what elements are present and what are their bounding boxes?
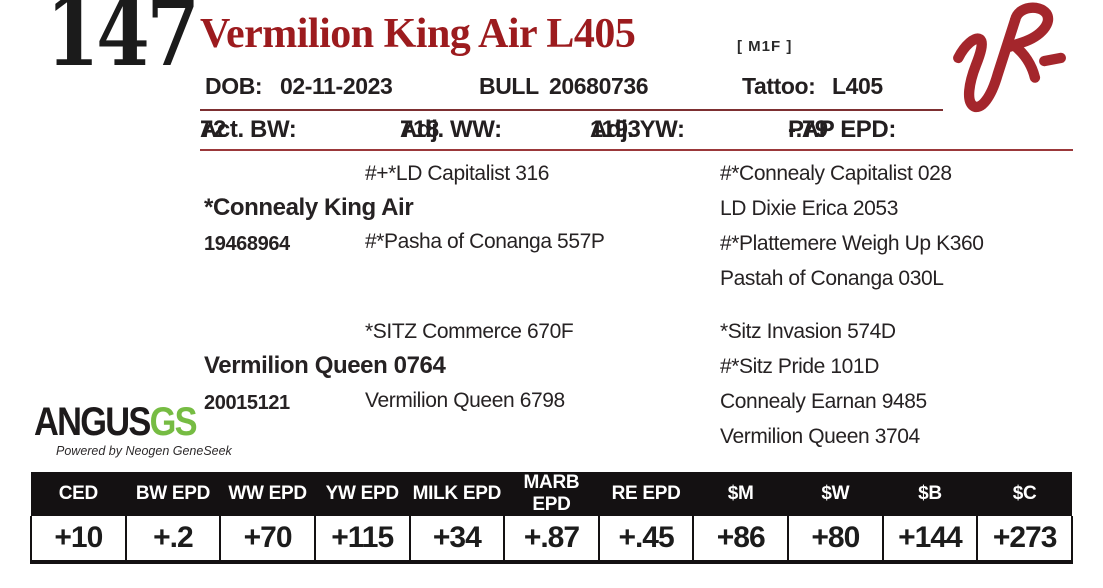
pedigree-ancestor: #*Plattemere Weigh Up K360 [720, 232, 984, 255]
epd-column-header: MARB EPD [504, 472, 599, 516]
epd-column-header: $B [882, 472, 978, 516]
pedigree-ancestor: Pastah of Conanga 030L [720, 267, 944, 290]
epd-value-cell: +.45 [597, 516, 695, 564]
tattoo-value: L405 [832, 73, 883, 99]
epd-table: CED BW EPD WW EPD YW EPD MILK EPD MARB EPD RE … [30, 472, 1073, 564]
epd-column-header: $C [977, 472, 1072, 516]
epd-header-row: CED BW EPD WW EPD YW EPD MILK EPD MARB EPD RE … [31, 472, 1072, 516]
epd-value-row: +10 +.2 +70 +115 +34 +.87 +.45 +86 +80 +144 +273 [30, 516, 1073, 564]
epd-column-header: RE EPD [598, 472, 694, 516]
dam-granddam: Vermilion Queen 6798 [365, 389, 565, 412]
sire-grandsire: #+*LD Capitalist 316 [365, 162, 550, 185]
pedigree-ancestor: *Sitz Invasion 574D [720, 320, 896, 343]
epd-value-cell: +70 [219, 516, 316, 564]
epd-value-cell: +34 [408, 516, 506, 564]
epd-column-header: WW EPD [220, 472, 315, 516]
epd-value-cell: +80 [787, 516, 884, 564]
epd-value-cell: +144 [881, 516, 979, 564]
gs-logo-text: GS [149, 400, 198, 444]
pedigree-ancestor: #*Connealy Capitalist 028 [720, 162, 952, 185]
genetic-codes: [ M1F ] [737, 38, 793, 55]
dam-name: Vermilion Queen 0764 [204, 352, 446, 379]
dob-value: 02-11-2023 [280, 73, 393, 99]
sire-name: *Connealy King Air [204, 194, 414, 221]
pedigree-ancestor: #*Sitz Pride 101D [720, 355, 879, 378]
stats-divider-rule [200, 149, 1073, 151]
epd-value-cell: +115 [313, 516, 411, 564]
lot-number: 147 [46, 0, 200, 88]
epd-value-cell: +86 [692, 516, 789, 564]
pedigree-ancestor: Vermilion Queen 3704 [720, 425, 920, 448]
dob-label: DOB: [205, 73, 263, 99]
epd-column-header: $M [693, 472, 788, 516]
epd-value-cell: +.87 [503, 516, 600, 564]
epd-value-cell: +.2 [124, 516, 222, 564]
animal-title: Vermilion King Air L405 [200, 11, 636, 57]
angus-logo-text: ANGUS [34, 400, 151, 444]
epd-value-cell: +273 [976, 516, 1073, 564]
sire-granddam: #*Pasha of Conanga 557P [365, 230, 605, 253]
vr-brand-icon [953, 2, 1066, 113]
sex-label: BULL [479, 73, 539, 99]
epd-column-header: MILK EPD [409, 472, 505, 516]
registration-number: 20680736 [549, 73, 649, 99]
epd-value-cell: +10 [30, 516, 127, 564]
angus-gs-logo: ANGUSGS [34, 400, 198, 444]
header-divider-rule [200, 109, 943, 111]
identification-row: DOB: 02-11-2023 BULL 20680736 Tattoo: L4… [0, 73, 1103, 101]
tattoo-label: Tattoo: [742, 73, 816, 99]
epd-column-header: CED [31, 472, 126, 516]
pedigree-ancestor: Connealy Earnan 9485 [720, 390, 927, 413]
dam-registration: 20015121 [204, 392, 290, 414]
weight-stats-row: Act. BW: 72 Adj. WW: 718 Adj. YW: 1193 P… [200, 116, 896, 143]
pedigree-ancestor: LD Dixie Erica 2053 [720, 197, 898, 220]
epd-column-header: BW EPD [125, 472, 221, 516]
epd-column-header: YW EPD [314, 472, 410, 516]
angus-gs-tagline: Powered by Neogen GeneSeek [56, 444, 232, 458]
dam-grandsire: *SITZ Commerce 670F [365, 320, 574, 343]
epd-column-header: $W [788, 472, 883, 516]
sire-registration: 19468964 [204, 233, 290, 255]
